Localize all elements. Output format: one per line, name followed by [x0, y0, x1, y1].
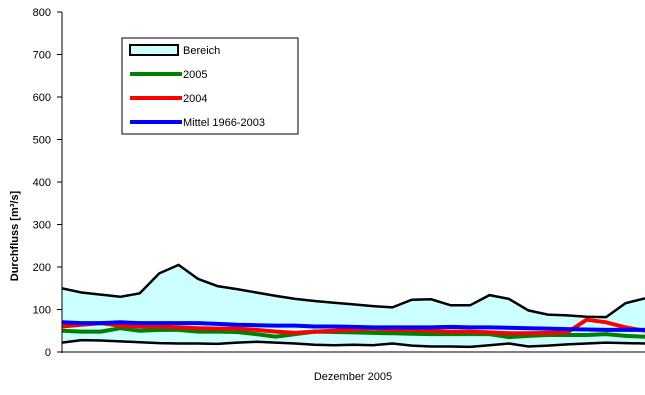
- legend-label: Mittel 1966-2003: [183, 117, 265, 129]
- legend-item: Bereich: [129, 44, 220, 57]
- legend-label: 2005: [183, 69, 207, 81]
- legend-item: Mittel 1966-2003: [130, 117, 265, 129]
- legend-label: 2004: [183, 93, 207, 105]
- y-tick-label: 100: [33, 305, 51, 317]
- legend-item: 2004: [130, 93, 207, 105]
- series-line-3: [61, 320, 645, 332]
- y-tick-label: 700: [33, 50, 51, 62]
- series-line-2: [61, 317, 645, 336]
- y-tick-labels: 0 100 200 300 400 500 600 700 800: [33, 7, 51, 359]
- series-line-1: [61, 326, 645, 340]
- y-tick-label: 200: [33, 262, 51, 274]
- range-lower-line: [61, 338, 645, 349]
- range-upper-line: [61, 263, 645, 319]
- y-axis-title: Durchfluss [m³/s]: [9, 190, 21, 281]
- x-axis-title: Dezember 2005: [314, 371, 392, 383]
- axes-layer: [57, 11, 645, 353]
- legend-swatch-range: [129, 44, 179, 56]
- series-layer: [61, 317, 645, 340]
- legend-label: Bereich: [183, 45, 220, 57]
- y-tick-label: 800: [33, 7, 51, 19]
- y-tick-label: 500: [33, 135, 51, 147]
- y-tick-label: 0: [45, 347, 51, 359]
- y-tick-label: 600: [33, 92, 51, 104]
- legend: Bereich 2005 2004 Mittel 1966-2003: [121, 37, 299, 135]
- legend-item: 2005: [130, 69, 207, 81]
- y-tick-label: 300: [33, 220, 51, 232]
- y-tick-label: 400: [33, 177, 51, 189]
